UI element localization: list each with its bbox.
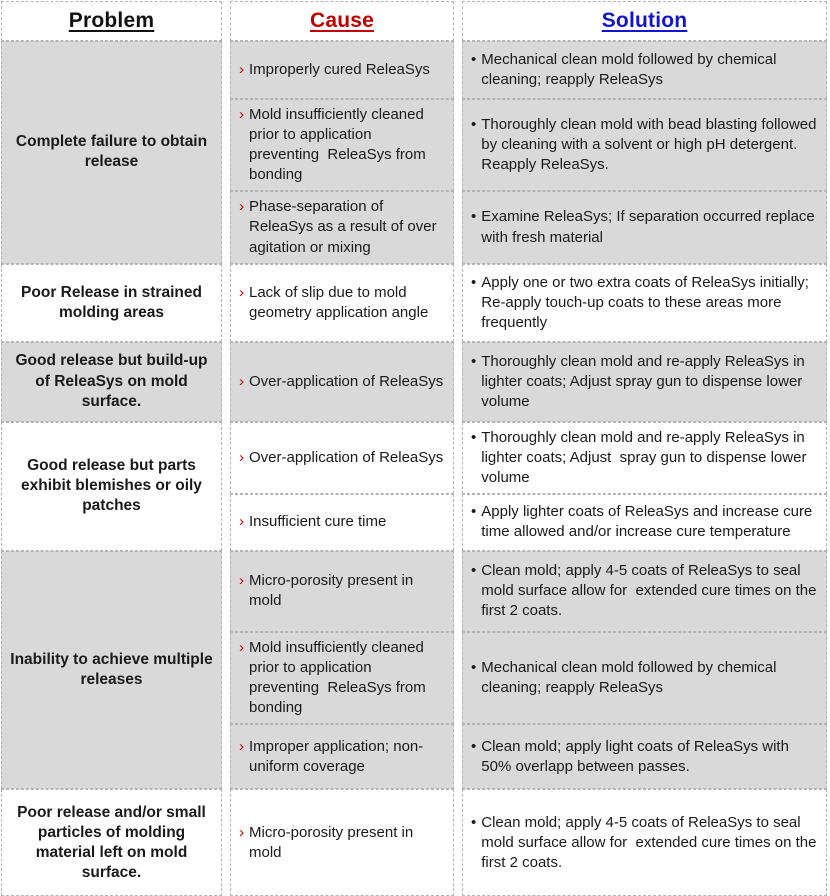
chevron-bullet-icon: › <box>239 372 244 390</box>
problem-header-label: Problem <box>68 9 155 32</box>
solution-text: Thoroughly clean mold and re-apply Relea… <box>481 428 811 486</box>
cause-cell: › Mold insufficiently cleaned prior to ap… <box>230 99 454 192</box>
cause-text: Phase-separation of ReleaSys as a result… <box>249 198 441 256</box>
table-row-group: Poor Release in strained molding areas › L… <box>1 263 830 342</box>
chevron-bullet-icon: › <box>239 60 244 78</box>
problem-cell: Poor Release in strained molding areas <box>1 263 222 342</box>
cause-cell: › Improperly cured ReleaSys <box>230 41 454 99</box>
cause-header-label: Cause <box>309 9 375 32</box>
cause-cell: › Micro-porosity present in mold <box>230 550 454 632</box>
solution-cell: • Thoroughly clean mold and re-apply Rele… <box>462 421 827 494</box>
table-row-group: Complete failure to obtain release › Impro… <box>1 41 830 264</box>
solution-text: Examine ReleaSys; If separation occurred… <box>481 208 819 246</box>
solution-text: Mechanical clean mold followed by chemic… <box>481 659 781 697</box>
dot-bullet-icon: • <box>471 428 477 446</box>
table-body: Complete failure to obtain release › Impro… <box>1 41 830 896</box>
cause-cell: › Micro-porosity present in mold <box>230 789 454 896</box>
chevron-bullet-icon: › <box>239 823 244 841</box>
solution-text: Thoroughly clean mold with bead blasting… <box>481 116 821 174</box>
cause-cell: › Over-application of ReleaSys <box>230 341 454 422</box>
solution-cell: • Thoroughly clean mold with bead blastin… <box>462 99 827 192</box>
cause-text: Over-application of ReleaSys <box>249 372 444 390</box>
solution-cell: • Clean mold; apply 4-5 coats of ReleaSys… <box>462 550 827 632</box>
solution-cell: • Examine ReleaSys; If separation occurre… <box>462 191 827 264</box>
cause-text: Insufficient cure time <box>249 513 387 531</box>
chevron-bullet-icon: › <box>239 737 244 755</box>
column-header-solution: Solution <box>462 1 827 41</box>
chevron-bullet-icon: › <box>239 283 244 301</box>
dot-bullet-icon: • <box>471 50 477 68</box>
table-row-group: Good release but build-up of ReleaSys on… <box>1 341 830 422</box>
solution-cell: • Apply lighter coats of ReleaSys and inc… <box>462 493 827 551</box>
solution-cell: • Mechanical clean mold followed by chemi… <box>462 41 827 99</box>
cause-text: Micro-porosity present in mold <box>249 572 418 610</box>
chevron-bullet-icon: › <box>239 572 244 590</box>
solution-header-label: Solution <box>601 9 688 32</box>
dot-bullet-icon: • <box>471 208 477 226</box>
chevron-bullet-icon: › <box>239 513 244 531</box>
cause-cell: › Mold insufficiently cleaned prior to ap… <box>230 631 454 725</box>
table-row-group: Good release but parts exhibit blemishes… <box>1 421 830 551</box>
problem-cell: Inability to achieve multiple releases <box>1 550 222 790</box>
chevron-bullet-icon: › <box>239 638 244 656</box>
problem-cell: Good release but build-up of ReleaSys on… <box>1 341 222 422</box>
dot-bullet-icon: • <box>471 352 477 370</box>
solution-text: Clean mold; apply 4-5 coats of ReleaSys … <box>481 813 821 871</box>
solution-text: Apply lighter coats of ReleaSys and incr… <box>481 503 817 541</box>
solution-text: Mechanical clean mold followed by chemic… <box>481 50 781 88</box>
cause-cell: › Improper application; non-uniform cover… <box>230 724 454 790</box>
solution-text: Thoroughly clean mold and re-apply Relea… <box>481 352 809 410</box>
cause-text: Mold insufficiently cleaned prior to app… <box>249 638 430 717</box>
dot-bullet-icon: • <box>471 813 477 831</box>
solution-cell: • Mechanical clean mold followed by chemi… <box>462 631 827 725</box>
dot-bullet-icon: • <box>471 273 477 291</box>
dot-bullet-icon: • <box>471 503 477 521</box>
cause-cell: › Phase-separation of ReleaSys as a resul… <box>230 191 454 264</box>
solution-text: Apply one or two extra coats of ReleaSys… <box>481 273 814 331</box>
solution-cell: • Thoroughly clean mold and re-apply Rele… <box>462 341 827 422</box>
solution-cell: • Apply one or two extra coats of ReleaSy… <box>462 263 827 342</box>
solution-text: Clean mold; apply light coats of ReleaSy… <box>481 737 794 775</box>
cause-cell: › Over-application of ReleaSys <box>230 421 454 494</box>
cause-text: Micro-porosity present in mold <box>249 823 418 861</box>
problem-cell: Complete failure to obtain release <box>1 41 222 264</box>
chevron-bullet-icon: › <box>239 106 244 123</box>
dot-bullet-icon: • <box>471 737 477 755</box>
dot-bullet-icon: • <box>471 659 477 677</box>
cause-text: Mold insufficiently cleaned prior to app… <box>249 106 430 184</box>
chevron-bullet-icon: › <box>239 198 244 216</box>
table-row-group: Poor release and/or small particles of m… <box>1 789 830 896</box>
cause-text: Over-application of ReleaSys <box>249 448 444 466</box>
table-row-group: Inability to achieve multiple releases › M… <box>1 550 830 790</box>
table-header-row: Problem Cause Solution <box>1 1 830 41</box>
column-header-cause: Cause <box>230 1 454 41</box>
cause-text: Lack of slip due to mold geometry applic… <box>249 283 429 321</box>
solution-text: Clean mold; apply 4-5 coats of ReleaSys … <box>481 562 821 620</box>
cause-cell: › Insufficient cure time <box>230 493 454 551</box>
cause-text: Improperly cured ReleaSys <box>249 60 430 78</box>
cause-cell: › Lack of slip due to mold geometry appli… <box>230 263 454 342</box>
solution-cell: • Clean mold; apply light coats of ReleaS… <box>462 724 827 790</box>
dot-bullet-icon: • <box>471 116 477 134</box>
problem-cell: Poor release and/or small particles of m… <box>1 789 222 896</box>
solution-cell: • Clean mold; apply 4-5 coats of ReleaSys… <box>462 789 827 896</box>
dot-bullet-icon: • <box>471 562 477 580</box>
chevron-bullet-icon: › <box>239 448 244 466</box>
cause-text: Improper application; non-uniform covera… <box>249 737 424 775</box>
problem-cell: Good release but parts exhibit blemishes… <box>1 421 222 551</box>
column-header-problem: Problem <box>1 1 222 41</box>
